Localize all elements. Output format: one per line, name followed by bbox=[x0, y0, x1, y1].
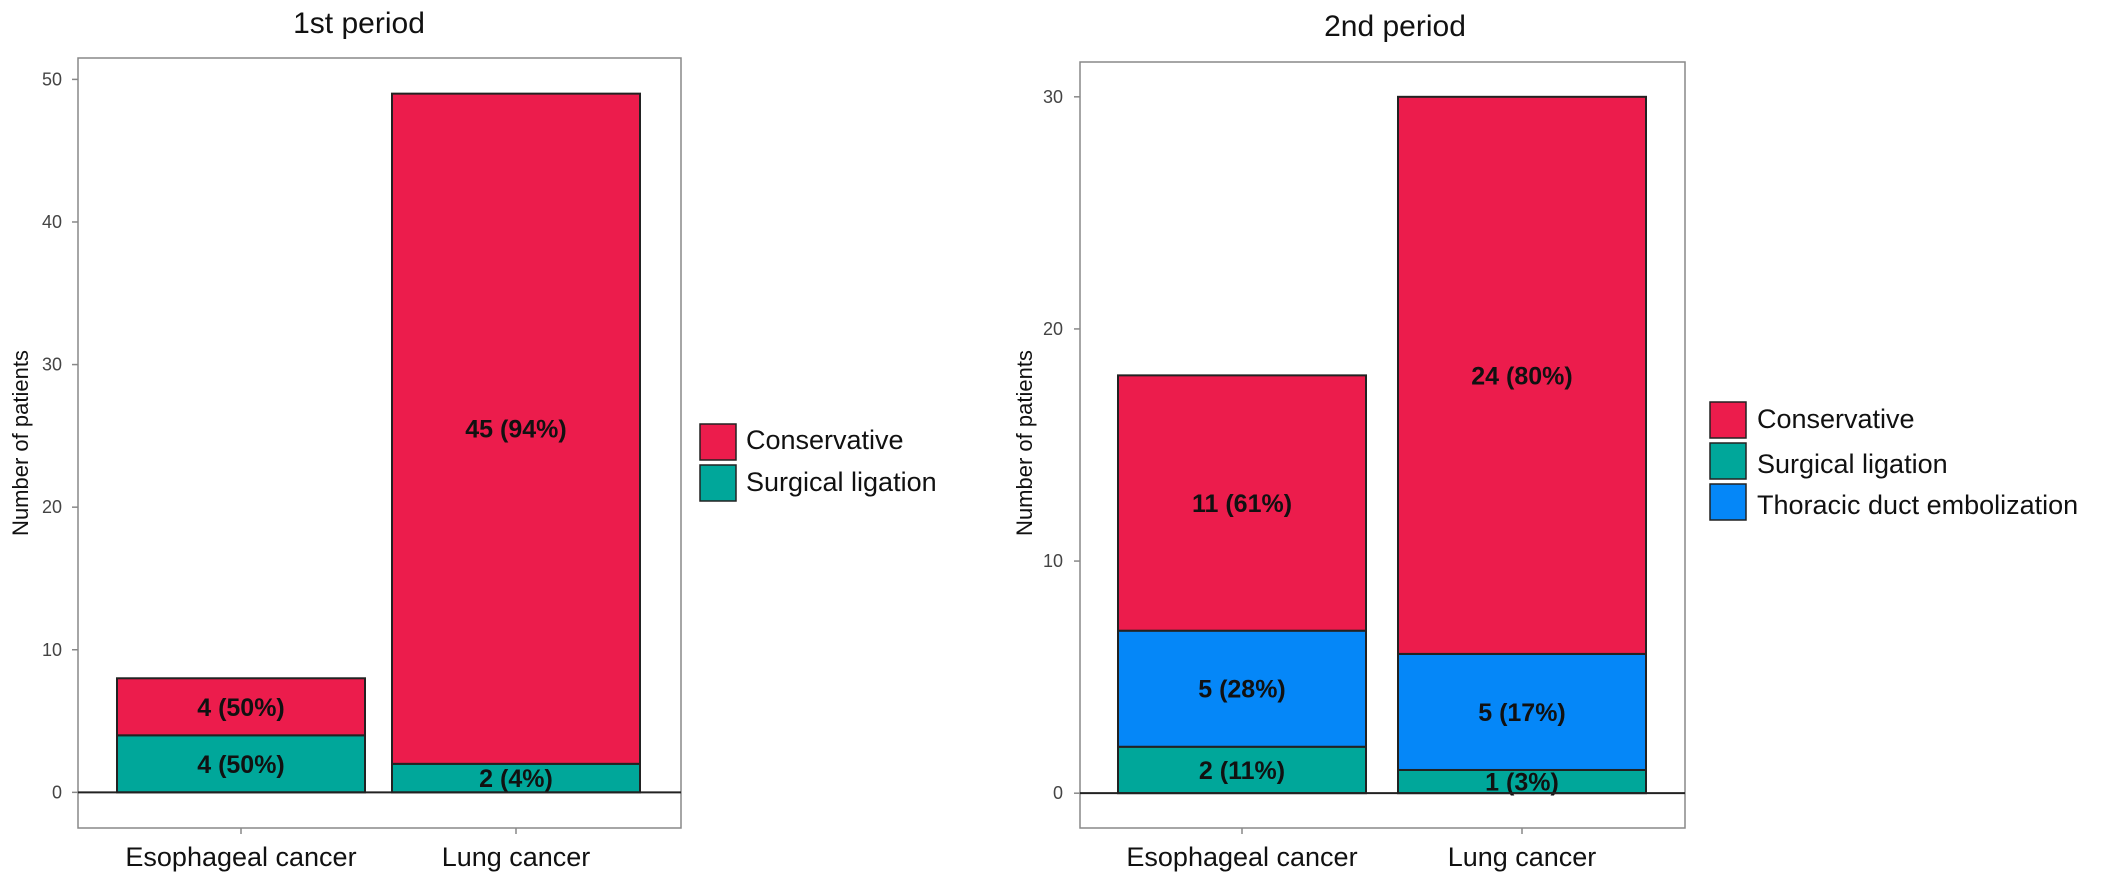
data-label-conservative-esophageal-cancer: 11 (61%) bbox=[1192, 490, 1292, 518]
bar-segment-conservative-esophageal-cancer bbox=[116, 677, 366, 737]
panel-1-legend: Conservative Surgical ligation bbox=[699, 423, 937, 502]
data-label-conservative-lung-cancer: 24 (80%) bbox=[1471, 362, 1572, 390]
panel-1-title: 1st period bbox=[293, 7, 425, 40]
y-tick-label: 30 bbox=[1043, 87, 1063, 107]
legend-label-surgical-ligation: Surgical ligation bbox=[1757, 449, 1948, 479]
bar-segment-surgical-ligation-esophageal-cancer bbox=[1117, 745, 1367, 795]
y-tick-label: 0 bbox=[1053, 783, 1063, 803]
legend-swatch-conservative bbox=[699, 423, 737, 461]
legend-swatch-thoracic-duct-embolization bbox=[1709, 483, 1747, 521]
panel-2-y-axis-label: Number of patients bbox=[1012, 350, 1037, 536]
panel-2-y-ticks: 0 10 20 30 bbox=[1043, 87, 1080, 803]
y-tick-label: 40 bbox=[42, 212, 62, 232]
panel-1-plot-border bbox=[77, 57, 682, 829]
data-label-surgical-ligation-lung-cancer: 2 (4%) bbox=[479, 765, 553, 793]
bar-segment-conservative-lung-cancer bbox=[1397, 95, 1647, 655]
legend-label-conservative: Conservative bbox=[746, 425, 904, 455]
bar-segment-thoracic-duct-embolization-esophageal-cancer bbox=[1117, 629, 1367, 748]
legend-swatch-surgical-ligation bbox=[1709, 442, 1747, 480]
data-label-thoracic-duct-embolization-lung-cancer: 5 (17%) bbox=[1478, 699, 1566, 727]
y-tick-label: 30 bbox=[42, 355, 62, 375]
bar-segment-thoracic-duct-embolization-lung-cancer bbox=[1397, 652, 1647, 771]
x-tick-label-lung-cancer: Lung cancer bbox=[442, 842, 591, 872]
panel-2-bars: 2 (11%) 5 (28%) 11 (61%) 1 (3%) 5 (17%) 24 (8… bbox=[1117, 95, 1647, 797]
y-tick-label: 50 bbox=[42, 69, 62, 89]
bar-segment-conservative-esophageal-cancer bbox=[1117, 374, 1367, 632]
y-tick-label: 20 bbox=[42, 497, 62, 517]
legend-swatch-conservative bbox=[1709, 401, 1747, 439]
panel-1-x-ticks: Esophageal cancer Lung cancer bbox=[125, 828, 590, 872]
x-tick-label-esophageal-cancer: Esophageal cancer bbox=[125, 842, 356, 872]
legend-label-surgical-ligation: Surgical ligation bbox=[746, 467, 937, 497]
y-tick-label: 0 bbox=[52, 782, 62, 802]
y-tick-label: 20 bbox=[1043, 319, 1063, 339]
y-tick-label: 10 bbox=[42, 640, 62, 660]
data-label-surgical-ligation-esophageal-cancer: 4 (50%) bbox=[197, 751, 285, 779]
data-label-thoracic-duct-embolization-esophageal-cancer: 5 (28%) bbox=[1198, 676, 1286, 704]
panel-1-y-axis-label: Number of patients bbox=[8, 350, 33, 536]
data-label-surgical-ligation-esophageal-cancer: 2 (11%) bbox=[1199, 757, 1285, 785]
y-tick-label: 10 bbox=[1043, 551, 1063, 571]
legend-label-thoracic-duct-embolization: Thoracic duct embolization bbox=[1757, 490, 2078, 520]
panel-2-title: 2nd period bbox=[1324, 10, 1466, 43]
legend-swatch-surgical-ligation bbox=[699, 464, 737, 502]
panel-2-legend: Conservative Surgical ligation Thoracic … bbox=[1709, 401, 2078, 521]
x-tick-label-esophageal-cancer: Esophageal cancer bbox=[1126, 842, 1357, 872]
panel-1-bars: 4 (50%) 4 (50%) 2 (4%) 45 (94%) bbox=[116, 92, 641, 794]
data-label-surgical-ligation-lung-cancer: 1 (3%) bbox=[1485, 769, 1559, 797]
panel-1st-period: 1st period Number of patients 0 10 20 30 40 5… bbox=[8, 7, 937, 872]
panel-1-y-ticks: 0 10 20 30 40 50 bbox=[42, 69, 78, 802]
legend-label-conservative: Conservative bbox=[1757, 404, 1915, 434]
panel-2nd-period: 2nd period Number of patients 0 10 20 30 2 … bbox=[1012, 10, 2078, 872]
panel-2-plot-border bbox=[1079, 61, 1686, 829]
panel-2-x-ticks: Esophageal cancer Lung cancer bbox=[1126, 828, 1596, 872]
data-label-conservative-lung-cancer: 45 (94%) bbox=[465, 416, 566, 444]
x-tick-label-lung-cancer: Lung cancer bbox=[1448, 842, 1597, 872]
data-label-conservative-esophageal-cancer: 4 (50%) bbox=[197, 694, 285, 722]
bar-segment-conservative-lung-cancer bbox=[391, 92, 641, 765]
